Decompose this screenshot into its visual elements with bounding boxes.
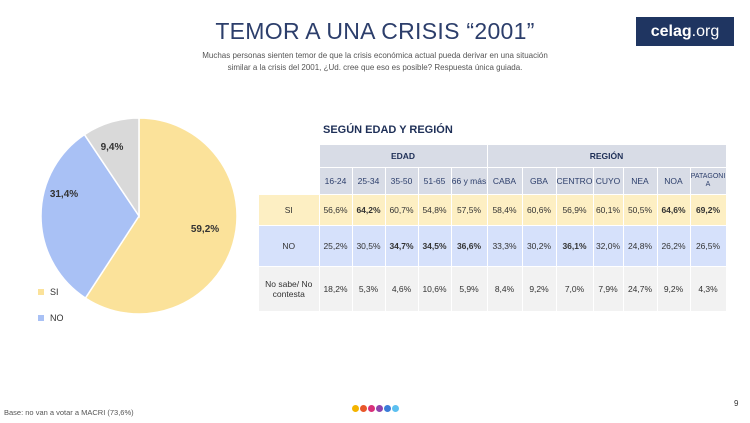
base-note: Base: no van a votar a MACRI (73,6%) xyxy=(4,408,134,417)
col-header: 25-34 xyxy=(351,167,386,195)
table-cell: 25,2% xyxy=(318,225,353,267)
row-label-no-sabe-line-2: contesta xyxy=(272,289,305,299)
table-cell: 9,2% xyxy=(656,266,691,312)
legend-item-si: SI xyxy=(38,287,59,297)
table-cell: 5,3% xyxy=(351,266,386,312)
table-cell: 30,5% xyxy=(351,225,386,267)
table-cell: 26,5% xyxy=(689,225,727,267)
col-header: CENTRO xyxy=(555,167,594,195)
table-title: SEGÚN EDAD Y REGIÓN xyxy=(323,124,453,136)
table-row-si: SI 56,6% 64,2% 60,7% 54,8% 57,5% 58,4% 6… xyxy=(258,194,727,226)
pie-slice-no xyxy=(40,133,140,300)
table-cell: 5,9% xyxy=(450,266,488,312)
pie-chart: 59,2% 31,4% 9,4% xyxy=(40,117,238,315)
col-header: 51-65 xyxy=(417,167,452,195)
group-header-region: REGIÓN xyxy=(486,144,727,168)
table-corner-2 xyxy=(259,168,320,195)
table-cell: 60,1% xyxy=(592,194,624,226)
legend-item-no: NO xyxy=(38,313,64,323)
table-cell: 26,2% xyxy=(656,225,691,267)
table-cell: 4,3% xyxy=(689,266,727,312)
col-header: NEA xyxy=(622,167,658,195)
legend-swatch-no xyxy=(38,315,44,321)
col-header-patagonia-line-2: A xyxy=(705,181,711,188)
col-header: 35-50 xyxy=(384,167,419,195)
table-cell: 10,6% xyxy=(417,266,452,312)
legend-label-no: NO xyxy=(50,313,64,323)
table-cell: 50,5% xyxy=(622,194,658,226)
row-label-si: SI xyxy=(258,194,320,226)
table-cell: 60,6% xyxy=(521,194,557,226)
brand-dot xyxy=(360,405,367,412)
legend-swatch-si xyxy=(38,289,44,295)
table-cell: 56,9% xyxy=(555,194,594,226)
legend-label-si: SI xyxy=(50,287,59,297)
table-row-no-sabe: No sabe/ No contesta 18,2% 5,3% 4,6% 10,… xyxy=(258,266,727,312)
col-header: CABA xyxy=(486,167,523,195)
logo-suffix: .org xyxy=(691,22,720,40)
table-cell: 56,6% xyxy=(318,194,353,226)
col-header: 16-24 xyxy=(318,167,353,195)
question-line-1: Muchas personas sienten temor de que la … xyxy=(202,51,548,60)
row-label-no-sabe: No sabe/ No contesta xyxy=(258,266,320,312)
table-cell: 24,8% xyxy=(622,225,658,267)
brand-dots xyxy=(352,405,400,412)
table-cell: 54,8% xyxy=(417,194,452,226)
table-cell: 69,2% xyxy=(689,194,727,226)
table-cell: 4,6% xyxy=(384,266,419,312)
group-header-edad: EDAD xyxy=(318,144,488,168)
table-cell: 32,0% xyxy=(592,225,624,267)
page-number: 9 xyxy=(734,399,739,408)
pie-label-no: 31,4% xyxy=(50,189,78,200)
table-cell: 58,4% xyxy=(486,194,523,226)
table-cell: 34,5% xyxy=(417,225,452,267)
brand-dot xyxy=(368,405,375,412)
brand-dot xyxy=(392,405,399,412)
row-label-no: NO xyxy=(258,225,320,267)
table-cell: 36,1% xyxy=(555,225,594,267)
col-header: CUYO xyxy=(592,167,624,195)
table-cell: 64,6% xyxy=(656,194,691,226)
brand-dot xyxy=(376,405,383,412)
page-title: TEMOR A UNA CRISIS “2001” xyxy=(215,18,535,44)
pie-slice-no-sabe xyxy=(83,117,140,219)
results-table: EDAD REGIÓN 16-24 25-34 35-50 51-65 66 y… xyxy=(258,144,727,312)
table-cell: 36,6% xyxy=(450,225,488,267)
table-corner xyxy=(259,145,320,168)
table-cell: 64,2% xyxy=(351,194,386,226)
col-header-patagonia: PATAGONI A xyxy=(689,167,727,195)
question-line-2: similar a la crisis del 2001, ¿Ud. cree … xyxy=(227,63,523,72)
col-header: NOA xyxy=(656,167,691,195)
table-cell: 18,2% xyxy=(318,266,353,312)
table-cell: 7,9% xyxy=(592,266,624,312)
table-cell: 57,5% xyxy=(450,194,488,226)
col-header: GBA xyxy=(521,167,557,195)
table-cell: 9,2% xyxy=(521,266,557,312)
table-cell: 24,7% xyxy=(622,266,658,312)
table-cell: 34,7% xyxy=(384,225,419,267)
celag-logo: celag .org xyxy=(636,17,734,46)
table-cell: 7,0% xyxy=(555,266,594,312)
pie-label-si: 59,2% xyxy=(191,224,219,235)
brand-dot xyxy=(352,405,359,412)
question-text: Muchas personas sienten temor de que la … xyxy=(185,50,565,74)
pie-label-no-sabe: 9,4% xyxy=(101,142,124,153)
table-cell: 60,7% xyxy=(384,194,419,226)
table-cell: 30,2% xyxy=(521,225,557,267)
table-cell: 8,4% xyxy=(486,266,523,312)
table-cell: 33,3% xyxy=(486,225,523,267)
row-label-no-sabe-line-1: No sabe/ No xyxy=(265,279,313,289)
logo-brand: celag xyxy=(650,22,692,40)
table-row-no: NO 25,2% 30,5% 34,7% 34,5% 36,6% 33,3% 3… xyxy=(258,225,727,267)
col-header: 66 y más xyxy=(450,167,488,195)
pie-slice-si xyxy=(84,117,238,315)
brand-dot xyxy=(384,405,391,412)
col-header-patagonia-line-1: PATAGONI xyxy=(690,173,726,180)
